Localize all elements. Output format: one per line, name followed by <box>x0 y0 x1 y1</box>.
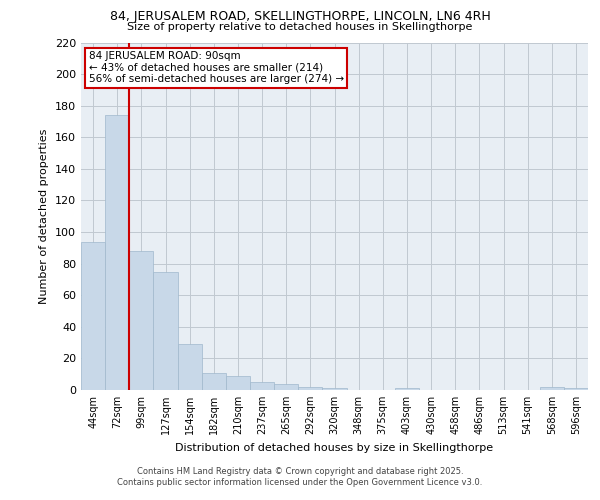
Bar <box>395 388 419 390</box>
Bar <box>129 251 154 390</box>
Bar <box>226 376 250 390</box>
Bar <box>202 372 226 390</box>
Y-axis label: Number of detached properties: Number of detached properties <box>40 128 49 304</box>
Text: 84 JERUSALEM ROAD: 90sqm
← 43% of detached houses are smaller (214)
56% of semi-: 84 JERUSALEM ROAD: 90sqm ← 43% of detach… <box>89 51 344 84</box>
Bar <box>298 387 322 390</box>
Bar <box>274 384 298 390</box>
Bar <box>178 344 202 390</box>
Bar <box>81 242 105 390</box>
Text: Contains HM Land Registry data © Crown copyright and database right 2025.: Contains HM Land Registry data © Crown c… <box>137 467 463 476</box>
X-axis label: Distribution of detached houses by size in Skellingthorpe: Distribution of detached houses by size … <box>175 442 494 452</box>
Bar <box>564 388 588 390</box>
Text: 84, JERUSALEM ROAD, SKELLINGTHORPE, LINCOLN, LN6 4RH: 84, JERUSALEM ROAD, SKELLINGTHORPE, LINC… <box>110 10 490 23</box>
Text: Size of property relative to detached houses in Skellingthorpe: Size of property relative to detached ho… <box>127 22 473 32</box>
Bar <box>154 272 178 390</box>
Bar <box>322 388 347 390</box>
Text: Contains public sector information licensed under the Open Government Licence v3: Contains public sector information licen… <box>118 478 482 487</box>
Bar <box>540 387 564 390</box>
Bar <box>250 382 274 390</box>
Bar <box>105 115 129 390</box>
